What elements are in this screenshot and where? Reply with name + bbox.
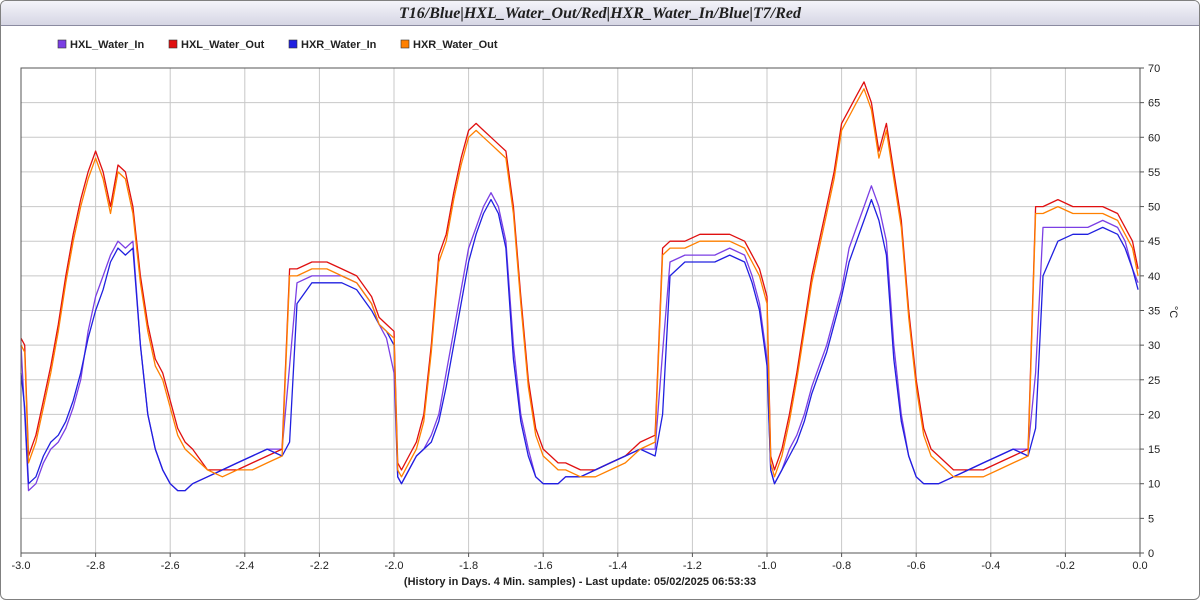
x-tick-label: -1.6 — [534, 560, 553, 572]
chart-title: T16/Blue|HXL_Water_Out/Red|HXR_Water_In/… — [398, 5, 801, 22]
x-tick-label: -1.2 — [683, 560, 702, 572]
x-tick-label: -2.0 — [385, 560, 404, 572]
y-tick-label: 25 — [1148, 375, 1160, 387]
legend: HXL_Water_In HXL_Water_Out HXR_Water_In HXR… — [57, 39, 498, 51]
x-tick-label: -1.8 — [459, 560, 478, 572]
y-tick-label: 35 — [1148, 306, 1160, 318]
y-tick-label: 30 — [1148, 340, 1160, 352]
gridlines — [20, 67, 1141, 554]
y-tick-label: 0 — [1148, 548, 1154, 560]
x-tick-label: -2.2 — [310, 560, 329, 572]
x-tick-label: -3.0 — [12, 560, 31, 572]
legend-swatch — [400, 39, 410, 49]
legend-label: HXL_Water_In — [70, 39, 144, 51]
y-tick-label: 40 — [1148, 271, 1160, 283]
legend-swatch — [57, 39, 67, 49]
y-tick-label: 5 — [1148, 513, 1154, 525]
x-tick-label: -0.4 — [981, 560, 1000, 572]
y-tick-label: 65 — [1148, 98, 1160, 110]
x-axis-caption: (History in Days. 4 Min. samples) - Last… — [404, 576, 756, 588]
series-lines — [20, 81, 1139, 492]
x-tick-label: -2.6 — [161, 560, 180, 572]
x-tick-label: -0.6 — [907, 560, 926, 572]
legend-swatch — [288, 39, 298, 49]
x-tick-label: -2.8 — [86, 560, 105, 572]
x-tick-label: -0.2 — [1056, 560, 1075, 572]
x-tick-label: -2.4 — [235, 560, 254, 572]
y-tick-label: 15 — [1148, 444, 1160, 456]
y-axis-ticks: 0 5 10 15 20 25 30 35 40 45 50 55 60 65 70 — [1140, 63, 1160, 560]
x-axis-ticks: -3.0 -2.8 -2.6 -2.4 -2.2 -2.0 -1.8 -1.6 -1.4 -1.2… — [12, 553, 1148, 572]
y-axis-label: °C — [1167, 306, 1179, 318]
legend-label: HXR_Water_In — [301, 39, 377, 51]
x-tick-label: 0.0 — [1132, 560, 1147, 572]
y-tick-label: 55 — [1148, 167, 1160, 179]
series-line-hxr-water-out — [20, 88, 1139, 478]
y-tick-label: 20 — [1148, 409, 1160, 421]
y-tick-label: 70 — [1148, 63, 1160, 75]
y-tick-label: 60 — [1148, 132, 1160, 144]
legend-label: HXR_Water_Out — [413, 39, 498, 51]
series-line-hxr-water-in — [20, 198, 1139, 492]
legend-swatch — [168, 39, 178, 49]
y-tick-label: 50 — [1148, 202, 1160, 214]
x-tick-label: -0.8 — [832, 560, 851, 572]
y-tick-label: 10 — [1148, 479, 1160, 491]
y-tick-label: 45 — [1148, 236, 1160, 248]
x-tick-label: -1.4 — [608, 560, 627, 572]
title-bar: T16/Blue|HXL_Water_Out/Red|HXR_Water_In/… — [1, 1, 1199, 26]
x-tick-label: -1.0 — [758, 560, 777, 572]
legend-label: HXL_Water_Out — [181, 39, 265, 51]
